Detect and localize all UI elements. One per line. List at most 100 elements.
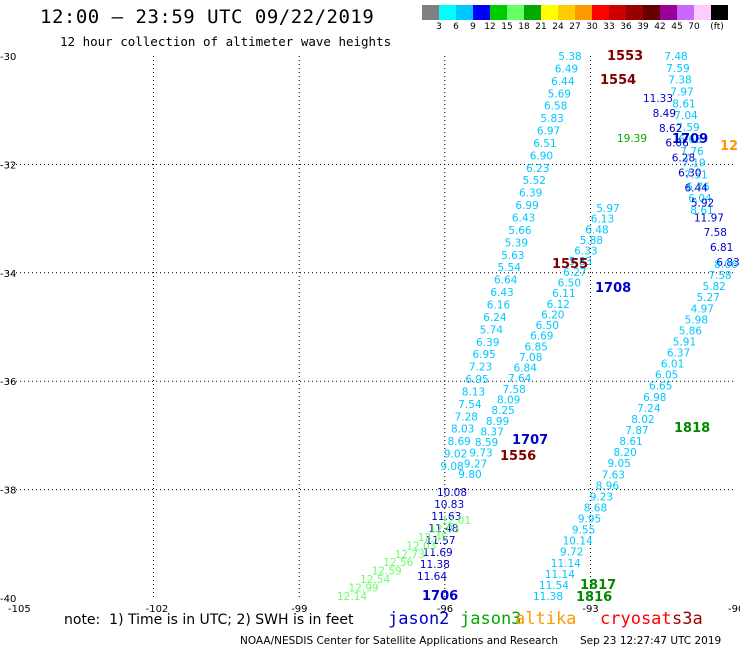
wave-height-value: 6.95 [472,349,495,361]
wave-height-value: 11.69 [423,547,453,559]
pass-time-label: 12 [720,139,738,154]
wave-height-value: 9.55 [572,525,595,537]
wave-height-value: 6.30 [678,168,701,180]
wave-height-value: 8.02 [631,414,654,426]
wave-height-value: 6.05 [655,370,678,382]
color-scale-labels: 3 6 9 12 15 18 21 24 27 30 33 36 39 42 45 70 (ft) [422,22,740,34]
wave-height-value: 6.85 [525,341,548,353]
wave-height-value: 6.66 [678,134,702,146]
wave-height-value: 8.62 [659,123,682,135]
wave-height-value: 6.99 [515,200,538,212]
pass-time-label: 1553 [607,49,643,64]
wave-height-value: 6.01 [661,359,684,371]
scale-label: 12 [484,22,496,32]
wave-height-value: 9.05 [608,458,631,470]
scale-label: 6 [453,22,459,32]
note-text: note: 1) Time is in UTC; 2) SWH is in fe… [64,612,354,628]
scale-swatch [456,5,473,20]
scale-swatch [473,5,490,20]
wave-height-value: 6.81 [710,242,733,254]
wave-height-value: 6.50 [536,320,559,332]
pass-time-label: 1555 [552,257,588,272]
wave-height-value: 11.64 [417,571,447,583]
wave-height-value: 5.27 [697,292,720,304]
wave-height-value: 9.27 [464,458,487,470]
wave-height-value: 6.83 [716,257,739,269]
footer-timestamp: Sep 23 12:27:47 UTC 2019 [580,635,722,647]
scale-swatch [422,5,439,20]
scale-swatch [643,5,660,20]
wave-height-value: 6.43 [512,213,535,225]
scale-swatch [660,5,677,20]
satellite-legend-jason2: jason2 [388,609,450,629]
wave-height-value: 8.69 [447,436,470,448]
lat-tick-label: -30 [0,52,16,63]
wave-height-value: 10.08 [437,487,467,499]
wave-height-value: 6.24 [483,312,507,324]
scale-swatch [626,5,643,20]
wave-height-value: 5.66 [508,225,532,237]
page-title: 12:00 – 23:59 UTC 09/22/2019 [40,6,375,28]
pass-time-label: 1709 [672,132,708,147]
wave-height-value: 7.58 [708,270,731,282]
wave-height-value: 12.99 [349,583,379,595]
wave-height-value: 11.14 [551,558,581,570]
wave-height-value: 11.63 [431,511,461,523]
scale-swatch [575,5,592,20]
wave-height-value: 10.14 [563,536,593,548]
wave-height-value: 6.98 [643,392,666,404]
wave-height-value: 6.44 [551,76,575,88]
wave-height-value: 12.14 [337,591,367,603]
wave-height-value: 11.38 [420,559,450,571]
satellite-legend-altika: altika [515,609,577,629]
wave-height-value: 7.58 [502,384,525,396]
wave-height-value: 9.02 [444,449,467,461]
wave-height-value: 6.37 [667,348,690,360]
pass-time-labels: 1553 1554 1555 1556 1709 1708 1707 1706 1818 1817… [422,49,738,605]
satellite-legend-cryosat: cryosat [600,609,672,629]
wave-height-value: 7.38 [668,75,691,87]
lat-tick-label: -34 [0,269,16,280]
wave-height-value: 6.13 [591,214,614,226]
wave-height-value: 10.83 [434,499,464,511]
scale-unit: (ft) [710,22,724,32]
wave-height-value: 8.96 [596,480,620,492]
wave-height-value: 7.76 [680,146,704,158]
lat-tick-label: -32 [0,160,16,171]
wave-height-value: 6.49 [555,63,578,75]
wave-height-value: 7.87 [625,425,648,437]
pass-time-label: 1706 [422,589,458,604]
wave-height-value: 11.14 [545,569,575,581]
wave-height-value: 7.64 [508,373,532,385]
scale-swatch [609,5,626,20]
lon-tick-label: -99 [291,604,307,615]
track-gold: 19.39 [617,133,647,145]
lat-tick-label: -36 [0,377,16,388]
wave-height-value: 9.72 [560,547,583,559]
scale-swatch [592,5,609,20]
wave-height-value: 6.27 [563,267,586,279]
wave-height-value: 5.63 [501,250,524,262]
wave-height-value: 8.25 [491,405,514,417]
scale-label: 9 [470,22,476,32]
wave-height-value: 12.54 [360,574,390,586]
wave-height-value: 7.58 [704,227,727,239]
scale-swatch [711,5,728,20]
color-scale [422,5,728,20]
scale-label: 3 [436,22,442,32]
track-deep-a: 11.33 8.49 8.62 6.06 6.28 6.30 6.44 5.92 11.97 7.… [643,93,740,269]
pass-time-label: 1817 [580,578,616,593]
wave-height-value: 6.95 [465,374,488,386]
wave-height-value: 12.45 [418,532,448,544]
wave-height-value: 7.48 [664,51,687,63]
wave-height-value: 7.97 [670,87,693,99]
wave-height-value: 7.51 [684,169,707,181]
scale-label: 33 [603,22,615,32]
wave-height-value: 5.97 [596,203,619,215]
wave-height-value: 5.86 [679,325,703,337]
wave-height-value: 11.54 [539,580,569,592]
wave-height-value: 7.04 [674,110,698,122]
wave-height-value: 6.51 [533,138,556,150]
scale-label: 27 [569,22,581,32]
